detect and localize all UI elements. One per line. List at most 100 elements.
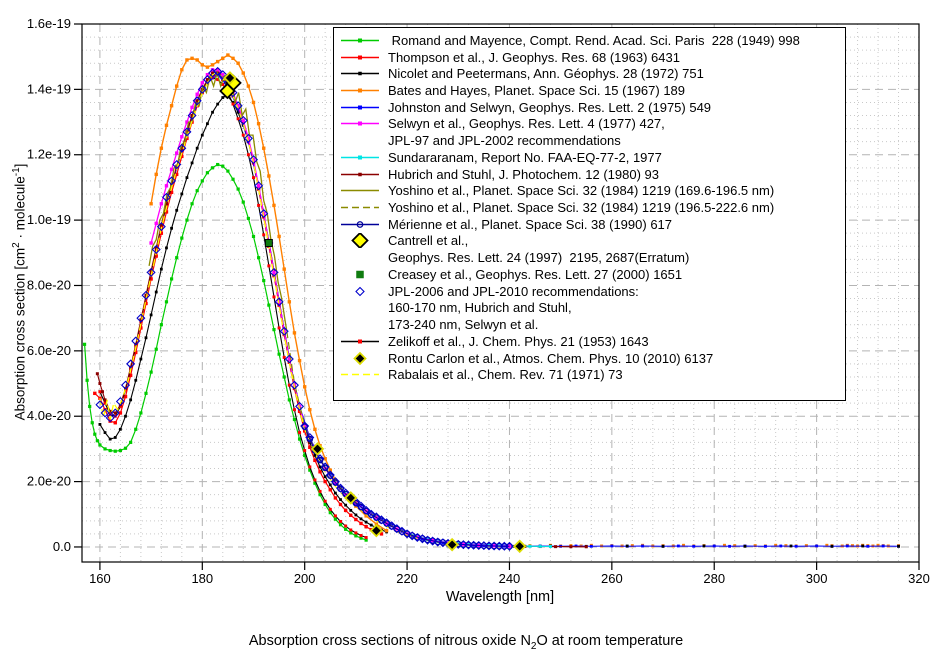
legend-label: 160-170 nm, Hubrich and Stuhl, <box>388 300 572 316</box>
legend-marker-cell <box>334 167 388 182</box>
legend-entry-yoshino_196: Yoshino et al., Planet. Space Sci. 32 (1… <box>334 199 845 216</box>
legend-label: Thompson et al., J. Geophys. Res. 68 (19… <box>388 49 680 65</box>
legend-label: 173-240 nm, Selwyn et al. <box>388 317 539 333</box>
legend-label: Rontu Carlon et al., Atmos. Chem. Phys. … <box>388 350 714 366</box>
legend: Romand and Mayence, Compt. Rend. Acad. S… <box>333 27 846 401</box>
x-tick-label: 180 <box>191 571 213 586</box>
y-tick-label: 1.4e-19 <box>27 81 71 96</box>
series-jpl2006 <box>95 66 514 551</box>
legend-label: Rabalais et al., Chem. Rev. 71 (1971) 73 <box>388 367 623 383</box>
y-tick-label: 1.0e-19 <box>27 212 71 227</box>
x-tick-label: 160 <box>89 571 111 586</box>
x-tick-label: 260 <box>601 571 623 586</box>
legend-entry-rabalais: Rabalais et al., Chem. Rev. 71 (1971) 73 <box>334 366 845 383</box>
legend-entry-merienne: Mérienne et al., Planet. Space Sci. 38 (… <box>334 216 845 233</box>
legend-label: Johnston and Selwyn, Geophys. Res. Lett.… <box>388 99 712 115</box>
y-tick-label: 1.6e-19 <box>27 16 71 31</box>
legend-entry-romand: Romand and Mayence, Compt. Rend. Acad. S… <box>334 32 845 49</box>
legend-label: Hubrich and Stuhl, J. Photochem. 12 (198… <box>388 166 659 182</box>
legend-marker-cell <box>334 66 388 81</box>
legend-entry-creasey: Creasey et al., Geophys. Res. Lett. 27 (… <box>334 266 845 283</box>
legend-label: Creasey et al., Geophys. Res. Lett. 27 (… <box>388 266 683 282</box>
legend-marker-hubrich-icon <box>341 172 379 176</box>
y-tick-label: 8.0e-20 <box>27 277 71 292</box>
y-tick-label: 2.0e-20 <box>27 474 71 489</box>
legend-label: Sundararanam, Report No. FAA-EQ-77-2, 19… <box>388 149 662 165</box>
x-tick-label: 220 <box>396 571 418 586</box>
x-tick-label: 300 <box>806 571 828 586</box>
legend-label: Yoshino et al., Planet. Space Sci. 32 (1… <box>388 183 775 199</box>
legend-marker-cell <box>334 150 388 165</box>
legend-label: Mérienne et al., Planet. Space Sci. 38 (… <box>388 216 673 232</box>
legend-marker-cell <box>334 183 388 198</box>
legend-label: Cantrell et al., <box>388 233 469 249</box>
legend-label: Zelikoff et al., J. Chem. Phys. 21 (1953… <box>388 333 649 349</box>
x-axis-title: Wavelength [nm] <box>445 589 555 605</box>
legend-marker-thompson-icon <box>341 55 379 60</box>
legend-marker-cantrell-icon <box>351 233 369 249</box>
x-tick-label: 280 <box>703 571 725 586</box>
chart-caption: Absorption cross sections of nitrous oxi… <box>248 633 684 652</box>
legend-marker-cell <box>334 100 388 115</box>
series-romand <box>82 162 368 542</box>
legend-entry-johnston: Johnston and Selwyn, Geophys. Res. Lett.… <box>334 99 845 116</box>
y-axis-title: Absorption cross section [cm2 · molecule… <box>10 163 28 421</box>
legend-label: Geophys. Res. Lett. 24 (1997) 2195, 2687… <box>388 250 690 266</box>
x-tick-label: 240 <box>499 571 521 586</box>
legend-marker-rontu-icon <box>353 351 367 365</box>
y-tick-label: 4.0e-20 <box>27 408 71 423</box>
legend-label: Nicolet and Peetermans, Ann. Géophys. 28… <box>388 66 704 82</box>
y-tick-label: 6.0e-20 <box>27 343 71 358</box>
legend-marker-sundararanam-icon <box>341 155 379 160</box>
legend-label: JPL-2006 and JPL-2010 recommendations: <box>388 283 639 299</box>
legend-marker-selwyn-icon <box>341 121 379 126</box>
legend-marker-nicolet-icon <box>341 72 379 76</box>
legend-marker-cell <box>334 33 388 48</box>
y-tick-label: 1.2e-19 <box>27 147 71 162</box>
legend-marker-cell <box>334 217 388 232</box>
legend-marker-merienne-icon <box>341 220 379 228</box>
legend-marker-cell <box>334 233 388 249</box>
legend-entry-sundararanam: Sundararanam, Report No. FAA-EQ-77-2, 19… <box>334 149 845 166</box>
legend-entry-jpl2006-cont: 160-170 nm, Hubrich and Stuhl, <box>334 300 845 317</box>
legend-marker-cell <box>334 83 388 98</box>
legend-entry-zelikoff: Zelikoff et al., J. Chem. Phys. 21 (1953… <box>334 333 845 350</box>
legend-marker-romand-icon <box>341 38 379 43</box>
legend-marker-rabalais-icon <box>341 374 379 376</box>
x-tick-label: 200 <box>294 571 316 586</box>
series-creasey <box>264 238 273 247</box>
y-tick-label: 0.0 <box>53 539 71 554</box>
x-tick-label: 320 <box>908 571 930 586</box>
legend-marker-cell <box>334 334 388 349</box>
legend-marker-jpl2006-icon <box>355 286 365 296</box>
series-rontu <box>223 71 527 554</box>
legend-entry-jpl2006: JPL-2006 and JPL-2010 recommendations: <box>334 283 845 300</box>
legend-entry-cantrell: Cantrell et al., <box>334 233 845 250</box>
legend-marker-yoshino_196-icon <box>341 206 379 209</box>
legend-marker-cell <box>334 284 388 299</box>
legend-entry-selwyn: Selwyn et al., Geophys. Res. Lett. 4 (19… <box>334 116 845 133</box>
legend-label: Bates and Hayes, Planet. Space Sci. 15 (… <box>388 83 686 99</box>
legend-entry-thompson: Thompson et al., J. Geophys. Res. 68 (19… <box>334 49 845 66</box>
legend-label: Romand and Mayence, Compt. Rend. Acad. S… <box>388 32 800 48</box>
legend-marker-cell <box>334 367 388 382</box>
legend-marker-johnston-icon <box>341 105 379 110</box>
legend-marker-cell <box>334 50 388 65</box>
legend-entry-nicolet: Nicolet and Peetermans, Ann. Géophys. 28… <box>334 65 845 82</box>
legend-entry-cantrell-cont: Geophys. Res. Lett. 24 (1997) 2195, 2687… <box>334 249 845 266</box>
legend-marker-cell <box>334 267 388 282</box>
legend-entry-jpl2006-cont: 173-240 nm, Selwyn et al. <box>334 316 845 333</box>
legend-marker-cell <box>334 351 388 366</box>
legend-entry-bates: Bates and Hayes, Planet. Space Sci. 15 (… <box>334 82 845 99</box>
axis-ticks: 160 180 200 220 240 260 280 300 320 0.0 2.0e-20 4.0… <box>27 16 930 586</box>
legend-marker-creasey-icon <box>356 270 364 279</box>
legend-entry-hubrich: Hubrich and Stuhl, J. Photochem. 12 (198… <box>334 166 845 183</box>
legend-marker-bates-icon <box>341 88 379 93</box>
legend-entry-rontu: Rontu Carlon et al., Atmos. Chem. Phys. … <box>334 350 845 367</box>
legend-marker-cell <box>334 200 388 215</box>
legend-label: JPL-97 and JPL-2002 recommendations <box>388 133 621 149</box>
plot-frame <box>81 23 920 563</box>
legend-marker-zelikoff-icon <box>341 339 379 344</box>
